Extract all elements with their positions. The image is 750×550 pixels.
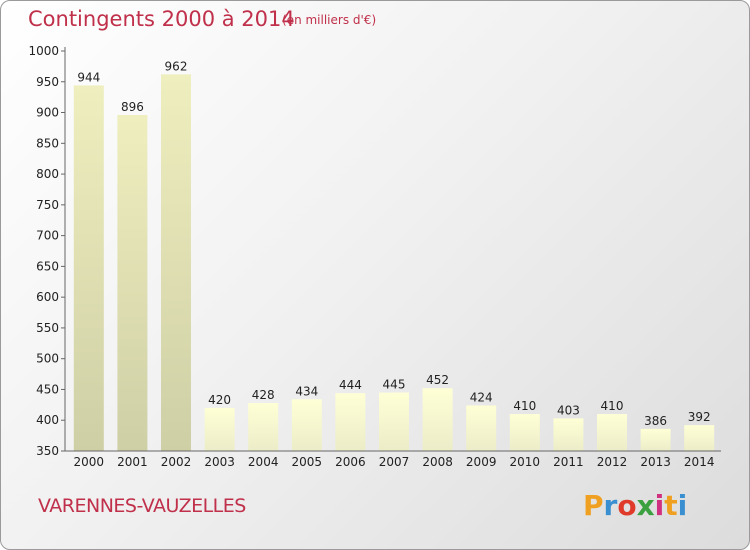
bar-value-label: 424 [470,390,493,404]
bar-value-label: 944 [77,70,100,84]
town-name: VARENNES-VAUZELLES [38,495,246,517]
logo-letter: t [664,489,678,522]
bar-value-label: 444 [339,378,362,392]
x-tick-label: 2014 [684,455,715,469]
bar-value-label: 445 [383,378,406,392]
bar [161,74,191,451]
x-tick-label: 2009 [466,455,497,469]
x-tick-label: 2007 [379,455,410,469]
y-axis: 350 400 450 500 550 600 650 700 750 800 850 900 950 1… [28,44,66,458]
x-tick-label: 2013 [640,455,671,469]
x-tick-label: 2011 [553,455,584,469]
y-tick-label: 400 [36,413,59,427]
x-tick-label: 2004 [248,455,279,469]
bar [379,392,409,451]
x-tick-label: 2010 [510,455,541,469]
bar [509,414,540,451]
bar-value-label: 420 [208,393,231,407]
x-tick-label: 2005 [292,455,323,469]
bar [204,407,235,451]
bar-value-label: 392 [688,410,711,424]
logo-letter: i [654,489,665,522]
x-tick-label: 2000 [74,455,105,469]
bar [466,405,497,451]
y-tick-label: 750 [36,198,59,212]
bar-value-label: 452 [426,373,449,387]
bar [684,425,715,451]
y-tick-label: 800 [36,167,59,181]
bar-value-label: 410 [601,399,624,413]
chart-title: Contingents 2000 à 2014 [28,7,295,31]
bar [553,418,584,451]
y-tick-label: 600 [36,290,59,304]
x-tick-label: 2002 [161,455,192,469]
y-tick-label: 350 [36,444,59,458]
x-tick-label: 2001 [117,455,148,469]
bar [291,399,322,451]
y-tick-label: 500 [36,352,59,366]
bar-value-label: 403 [557,403,580,417]
logo-letter: i [677,489,688,522]
bar [640,428,671,451]
y-tick-label: 550 [36,321,59,335]
logo-letter: x [636,489,655,522]
chart-subtitle: (en milliers d'€) [282,13,377,27]
x-tick-label: 2008 [422,455,453,469]
bar-value-label: 386 [644,414,667,428]
logo-letter: r [603,489,618,522]
y-tick-label: 950 [36,75,59,89]
logo-letter: P [583,489,604,522]
y-tick-label: 850 [36,136,59,150]
y-tick-label: 900 [36,106,59,120]
x-tick-label: 2003 [204,455,235,469]
bar-value-label: 428 [252,388,275,402]
bar [248,403,279,451]
bar [597,414,627,451]
proxiti-logo: Proxiti [583,489,687,522]
y-tick-label: 700 [36,229,59,243]
bar [335,393,366,451]
bar [422,388,453,451]
bar-value-label: 896 [121,100,144,114]
y-tick-label: 450 [36,382,59,396]
bar-value-label: 962 [165,59,188,73]
x-axis: 2000 2001 2002 2003 2004 2005 2006 2007 2008 2009… [65,450,721,469]
bars: 944 896 962 420 428 434 444 445 452 424 410 403 410 3… [73,59,715,451]
bar [117,115,148,451]
bar-value-label: 410 [513,399,536,413]
y-tick-label: 650 [36,259,59,273]
x-tick-label: 2006 [335,455,366,469]
logo-letter: o [617,489,637,522]
bar [73,85,104,451]
x-tick-label: 2012 [597,455,628,469]
y-tick-label: 1000 [28,44,59,58]
bar-value-label: 434 [295,384,318,398]
